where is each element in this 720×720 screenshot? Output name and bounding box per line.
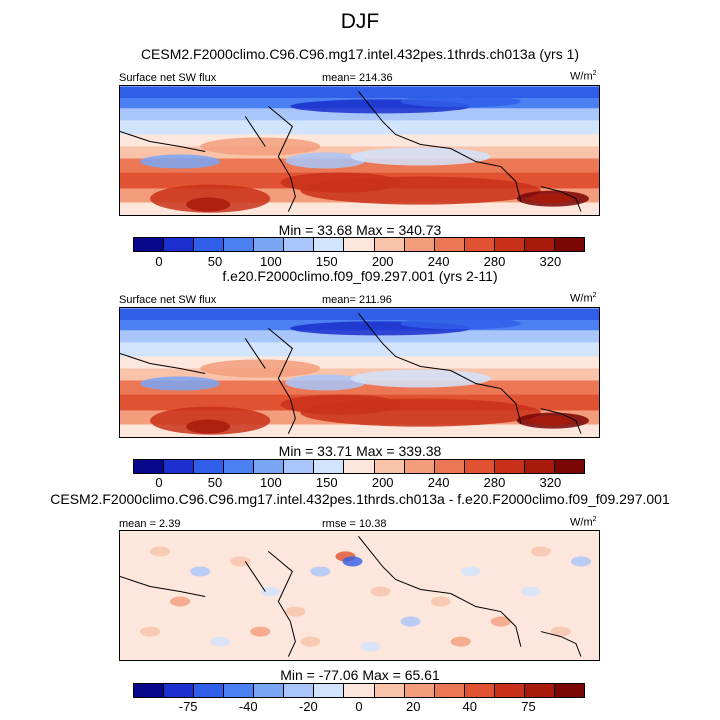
colorbar-tick-label: 100 — [260, 475, 282, 490]
panel-1-title: CESM2.F2000climo.C96.C96.mg17.intel.432p… — [140, 46, 580, 62]
colorbar-box — [224, 238, 255, 251]
colorbar-box — [404, 460, 435, 473]
panel-1-minmax: Min = 33.68 Max = 340.73 — [278, 222, 442, 238]
colorbar-box — [254, 238, 285, 251]
panel-1-variable-label: Surface net SW flux — [119, 72, 217, 84]
colorbar-box — [464, 460, 495, 473]
colorbar-box — [254, 460, 285, 473]
panel-2-variable-label: Surface net SW flux — [119, 294, 217, 306]
colorbar-tick-label: 240 — [427, 475, 450, 490]
colorbar-box — [224, 684, 255, 697]
colorbar-box — [434, 684, 465, 697]
colorbar-box — [164, 238, 195, 251]
colorbar-box — [494, 460, 525, 473]
colorbar-box — [134, 238, 165, 251]
colorbar-box — [554, 684, 584, 697]
panel-3-map — [119, 530, 600, 661]
colorbar-tick-label: 150 — [315, 254, 338, 269]
colorbar-tick-label: 150 — [315, 475, 338, 490]
panel-1-mean-label: mean= 214.36 — [322, 72, 393, 84]
colorbar-tick-label: 320 — [539, 254, 562, 269]
colorbar-box — [404, 238, 435, 251]
colorbar-tick-label: 50 — [207, 254, 223, 269]
colorbar-box — [134, 684, 165, 697]
colorbar-box — [284, 238, 315, 251]
panel-3-units: W/m2 — [570, 516, 597, 529]
figure-title: DJF — [340, 10, 380, 33]
colorbar-tick-label: 100 — [260, 254, 282, 269]
colorbar-box — [374, 238, 405, 251]
panel-3-map-field — [120, 531, 599, 660]
panel-3-colorbar-labels: -75 -40 -20 0 20 40 75 — [133, 699, 585, 715]
colorbar-tick-label: -40 — [238, 699, 258, 714]
colorbar-box — [524, 684, 555, 697]
colorbar-box — [434, 460, 465, 473]
panel-3-mean-label: mean = 2.39 — [119, 518, 181, 530]
colorbar-tick-label: 0 — [355, 699, 363, 714]
panel-2-map — [119, 307, 600, 438]
panel-3-minmax: Min = -77.06 Max = 65.61 — [280, 667, 440, 683]
colorbar-box — [344, 684, 375, 697]
colorbar-box — [524, 460, 555, 473]
panel-1-units: W/m2 — [570, 70, 597, 83]
colorbar-box — [224, 460, 255, 473]
colorbar-box — [464, 684, 495, 697]
colorbar-tick-label: 40 — [462, 699, 477, 714]
colorbar-box — [314, 238, 345, 251]
colorbar-box — [314, 684, 345, 697]
colorbar-tick-label: 50 — [207, 475, 223, 490]
panel-2-map-field — [120, 308, 599, 437]
colorbar-box — [254, 684, 285, 697]
colorbar-box — [524, 238, 555, 251]
panel-1-map-field — [120, 86, 599, 215]
panel-1-colorbar — [133, 237, 585, 252]
colorbar-tick-label: 20 — [406, 699, 421, 714]
colorbar-box — [494, 684, 525, 697]
colorbar-box — [284, 684, 315, 697]
colorbar-box — [164, 460, 195, 473]
panel-1-colorbar-labels: 0 50 100 150 200 240 280 320 — [133, 254, 585, 270]
panel-3-rmse-label: rmse = 10.38 — [322, 518, 387, 530]
panel-1-map — [119, 85, 600, 216]
colorbar-tick-label: -75 — [178, 699, 198, 714]
colorbar-box — [344, 460, 375, 473]
colorbar-box — [194, 460, 225, 473]
panel-2-colorbar — [133, 459, 585, 474]
panel-2-colorbar-labels: 0 50 100 150 200 240 280 320 — [133, 475, 585, 491]
colorbar-tick-label: 75 — [521, 699, 536, 714]
colorbar-box — [134, 460, 165, 473]
panel-2-minmax: Min = 33.71 Max = 339.38 — [278, 443, 442, 459]
colorbar-box — [164, 684, 195, 697]
colorbar-box — [194, 684, 225, 697]
colorbar-tick-label: 0 — [155, 475, 163, 490]
colorbar-box — [284, 460, 315, 473]
colorbar-box — [554, 238, 584, 251]
colorbar-box — [494, 238, 525, 251]
colorbar-tick-label: 240 — [427, 254, 450, 269]
colorbar-box — [464, 238, 495, 251]
colorbar-box — [554, 460, 584, 473]
colorbar-box — [314, 460, 345, 473]
panel-2-mean-label: mean= 211.96 — [322, 294, 392, 306]
colorbar-box — [194, 238, 225, 251]
colorbar-box — [404, 684, 435, 697]
colorbar-tick-label: 200 — [371, 254, 394, 269]
colorbar-tick-label: 200 — [371, 475, 394, 490]
panel-3-title: CESM2.F2000climo.C96.C96.mg17.intel.432p… — [50, 491, 670, 507]
panel-2-title: f.e20.F2000climo.f09_f09.297.001 (yrs 2-… — [222, 268, 498, 284]
colorbar-tick-label: 280 — [483, 475, 506, 490]
panel-2-units: W/m2 — [570, 292, 597, 305]
panel-3-colorbar — [133, 683, 585, 698]
colorbar-box — [374, 460, 405, 473]
colorbar-tick-label: 320 — [539, 475, 562, 490]
colorbar-box — [344, 238, 375, 251]
colorbar-tick-label: 0 — [155, 254, 163, 269]
colorbar-box — [374, 684, 405, 697]
colorbar-tick-label: -20 — [298, 699, 318, 714]
colorbar-tick-label: 280 — [483, 254, 506, 269]
colorbar-box — [434, 238, 465, 251]
